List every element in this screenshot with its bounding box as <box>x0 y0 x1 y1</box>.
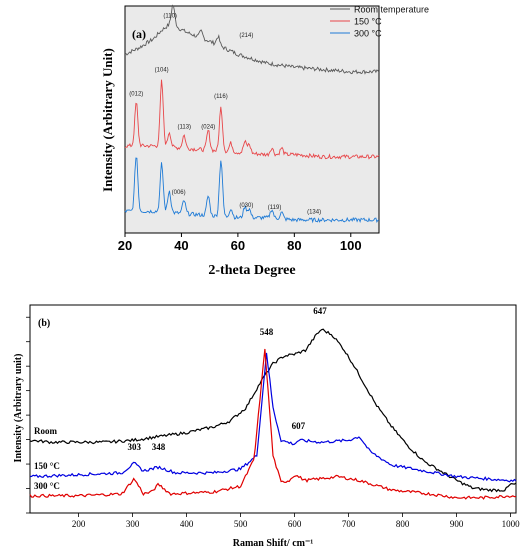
panel-a-x-tick-label: 60 <box>231 238 245 253</box>
legend-entry: 300 °C <box>354 29 382 39</box>
panel-a-legend: Room temperature 150 °C 300 °C <box>330 5 429 39</box>
panel-a-x-axis-label: 2-theta Degree <box>208 263 295 278</box>
panel-a-x-tick-label: 20 <box>118 238 132 253</box>
panel-a-plot-frame <box>124 5 380 234</box>
panel-b-x-tick-label: 600 <box>288 519 302 529</box>
panel-a-peak-label: (104) <box>155 68 169 74</box>
panel-b-peak-label: 607 <box>292 421 306 431</box>
panel-b-series-line-1 <box>29 328 517 493</box>
panel-b-x-tick-label: 900 <box>450 519 464 529</box>
panel-a-peak-label: (116) <box>214 94 228 100</box>
panel-a-peak-label: (110) <box>163 13 177 19</box>
panel-b-series-line-3 <box>29 348 517 500</box>
panel-b-x-tick-label: 500 <box>234 519 248 529</box>
panel-b-curve-labels: Room 150 °C 300 °C <box>34 426 60 491</box>
panel-a-series-line-2 <box>124 79 380 160</box>
panel-b-peak-label: 303 <box>127 442 141 452</box>
panel-b-peak-label: 647 <box>313 306 327 316</box>
panel-b-series-line-2 <box>29 352 517 483</box>
panel-a-x-ticks: 20 40 60 80 100 <box>118 233 362 253</box>
panel-b-x-tick-label: 200 <box>72 519 86 529</box>
panel-b-peak-label: 548 <box>260 327 274 337</box>
panel-b-x-tick-label: 400 <box>180 519 194 529</box>
panel-b-y-axis-label: Intensity (Arbitrary unit) <box>13 354 24 463</box>
panel-b-x-tick-label: 800 <box>396 519 410 529</box>
panel-a-peak-label: (134) <box>307 209 321 215</box>
panel-a-peak-label: (006) <box>172 190 186 196</box>
panel-b-label: (b) <box>38 318 50 329</box>
panel-b-curve-label: Room <box>34 426 57 436</box>
panel-a-label: (a) <box>132 27 146 41</box>
panel-a-x-tick-label: 100 <box>340 238 362 253</box>
panel-a-peak-label: (030) <box>239 203 253 209</box>
panel-b-x-ticks: 200 300 400 500 600 700 800 900 1000 <box>72 513 520 529</box>
panel-b-peak-label: 348 <box>152 442 166 452</box>
panel-b-curve-label: 300 °C <box>34 481 60 491</box>
panel-b-x-axis-label: Raman Shift/ cm⁻¹ <box>233 538 314 549</box>
panel-b-curve-label: 150 °C <box>34 461 60 471</box>
legend-entry: 150 °C <box>354 17 382 27</box>
panel-b-x-tick-label: 1000 <box>502 519 521 529</box>
panel-a-series-line-3 <box>124 157 380 224</box>
panel-a-xrd-chart: (a) (110)(214)(012)(104)(113) (024)(116)(… <box>100 5 429 279</box>
panel-a-series-group <box>124 4 380 224</box>
panel-a-peak-label: (214) <box>239 33 253 39</box>
panel-a-y-axis-label: Intensity (Arbitrary Unit) <box>100 48 115 192</box>
panel-b-peak-labels: 548 647 607 303 348 <box>127 306 327 452</box>
panel-a-peak-label: (113) <box>177 124 191 130</box>
panel-a-x-tick-label: 80 <box>287 238 301 253</box>
panel-b-x-tick-label: 300 <box>126 519 140 529</box>
panel-b-x-tick-label: 700 <box>342 519 356 529</box>
panel-b-raman-chart: (b) 548 647 607 303 348 Room 150 °C 300 °C 200… <box>13 304 520 549</box>
panel-a-peak-label: (119) <box>268 205 282 211</box>
panel-a-peak-label: (024) <box>201 124 215 130</box>
legend-entry: Room temperature <box>354 5 429 15</box>
panel-b-y-ticks <box>26 316 30 514</box>
panel-b-series-group <box>29 328 517 500</box>
panel-a-series-line-1 <box>124 4 380 75</box>
panel-a-peak-label: (012) <box>129 92 143 98</box>
panel-a-peak-labels: (110) (214) (012) (104) (113) (024) (116) (006)… <box>129 13 321 215</box>
panel-a-x-tick-label: 40 <box>174 238 188 253</box>
